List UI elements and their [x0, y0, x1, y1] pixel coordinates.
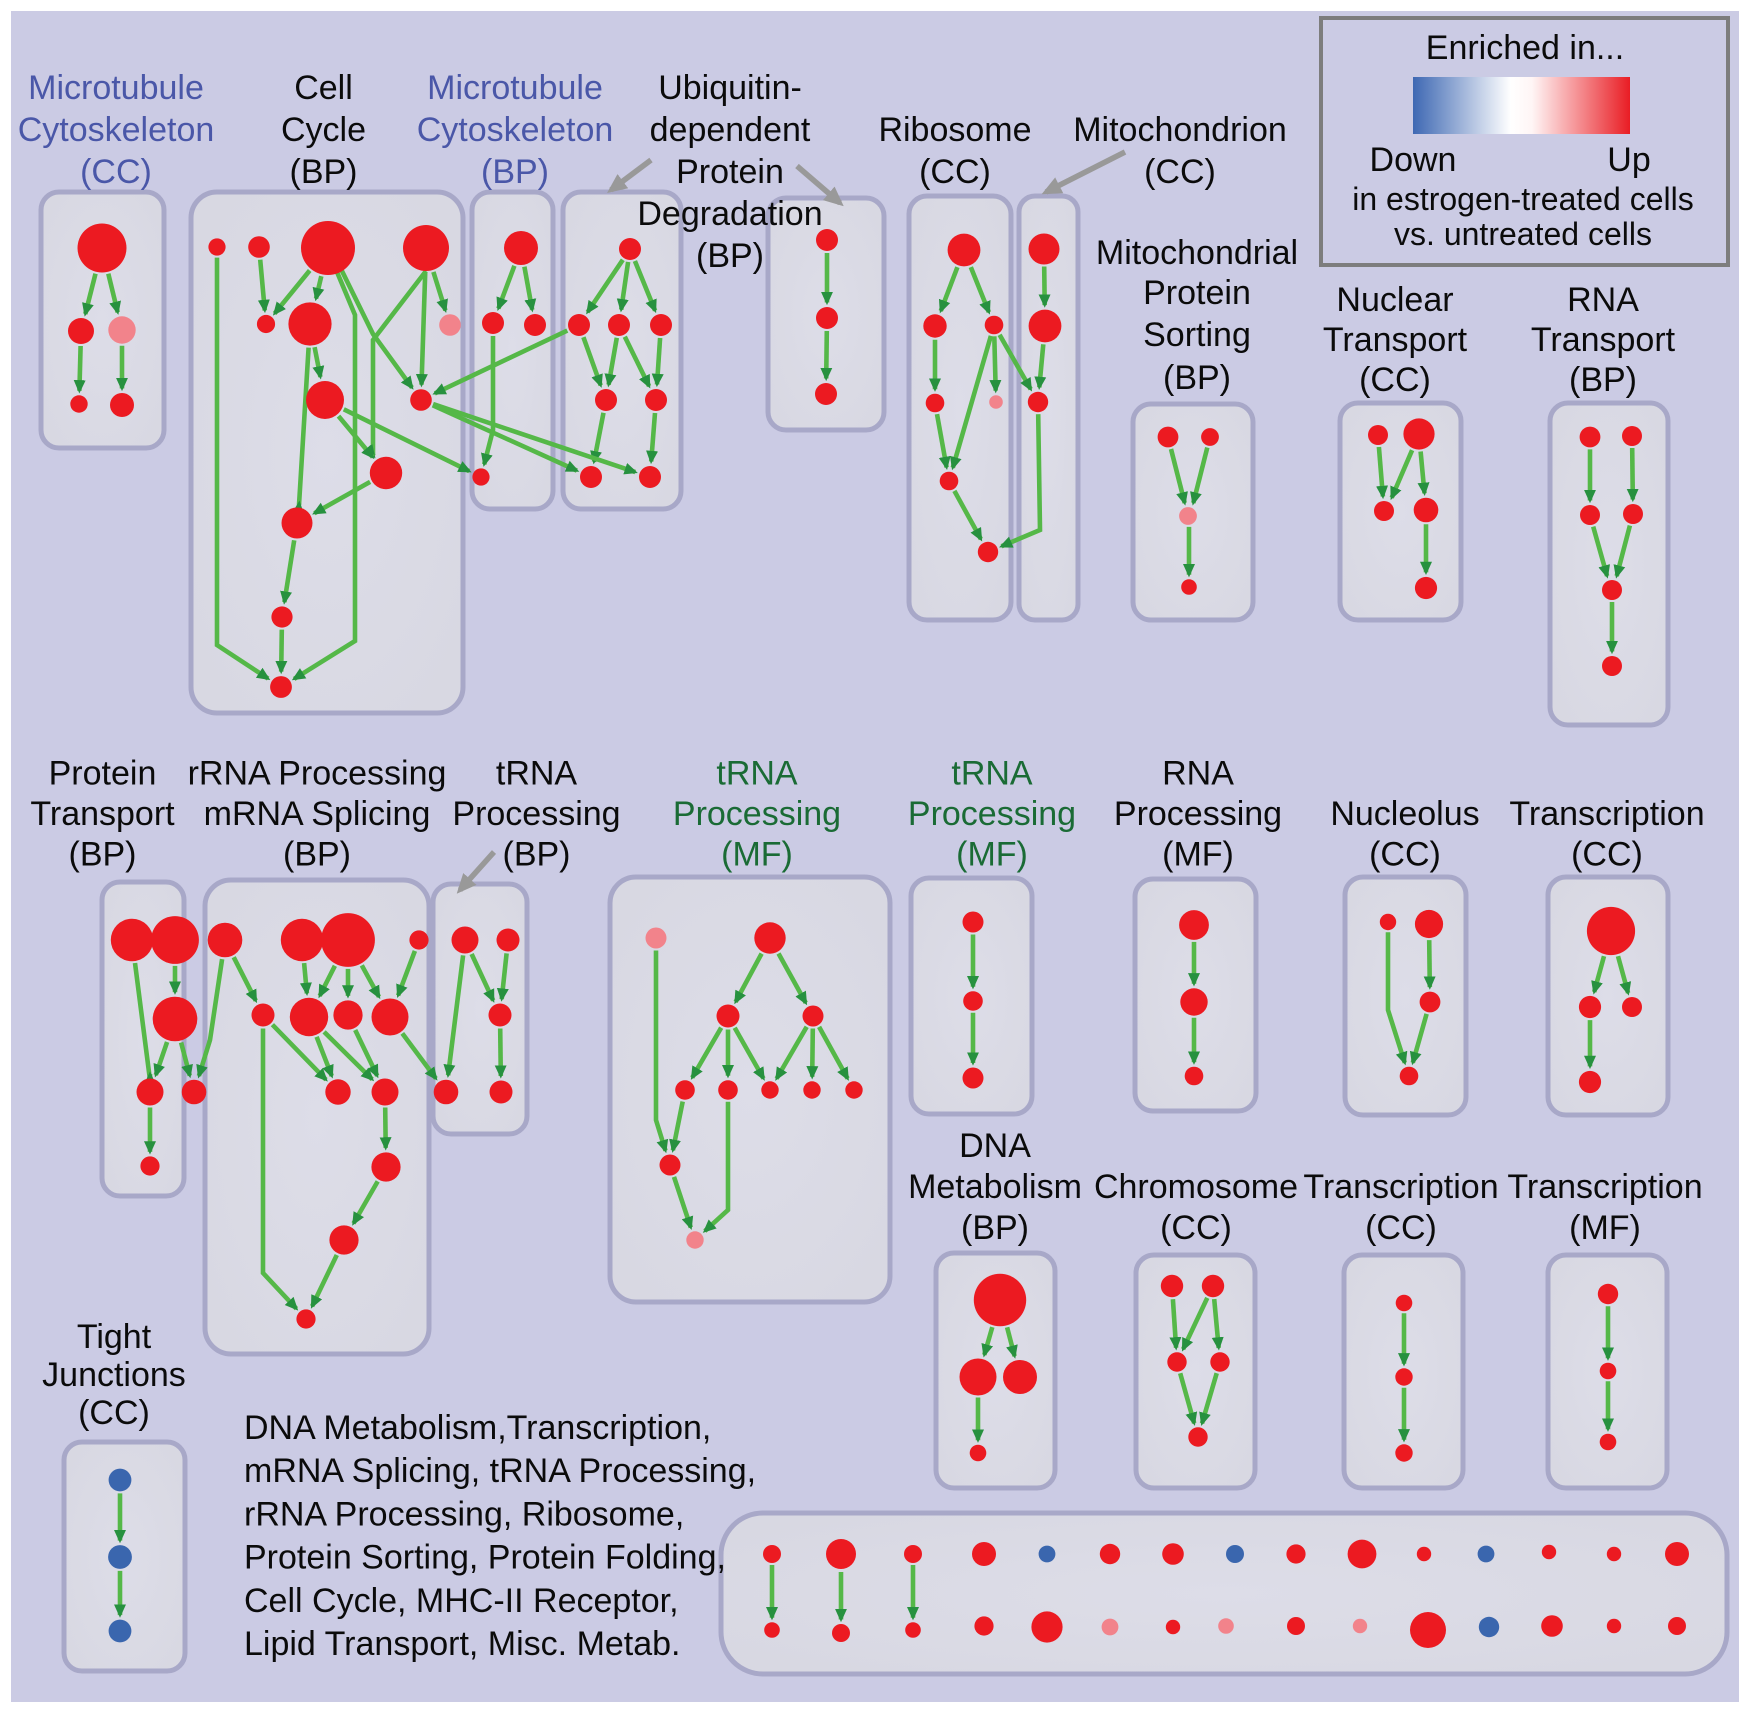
svg-text:Ribosome: Ribosome: [878, 111, 1031, 149]
svg-text:Cycle: Cycle: [281, 111, 366, 149]
svg-text:Transcription: Transcription: [1303, 1168, 1498, 1206]
svg-text:Processing: Processing: [908, 795, 1076, 833]
svg-text:(CC): (CC): [1365, 1209, 1437, 1247]
svg-text:RNA: RNA: [1567, 281, 1639, 319]
svg-text:in estrogen-treated cells: in estrogen-treated cells: [1352, 181, 1694, 217]
svg-text:(BP): (BP): [283, 836, 351, 874]
svg-text:(CC): (CC): [1144, 153, 1216, 191]
svg-text:(BP): (BP): [69, 836, 137, 874]
svg-text:(MF): (MF): [1162, 836, 1234, 874]
svg-text:Processing: Processing: [673, 795, 841, 833]
svg-text:(CC): (CC): [1160, 1209, 1232, 1247]
svg-text:(CC): (CC): [80, 153, 152, 191]
svg-text:Cell: Cell: [294, 69, 353, 107]
svg-text:DNA: DNA: [959, 1127, 1031, 1165]
svg-text:(BP): (BP): [696, 237, 764, 275]
svg-text:Protein: Protein: [1143, 274, 1251, 312]
svg-text:Microtubule: Microtubule: [427, 69, 603, 107]
svg-text:DNA Metabolism,Transcription,: DNA Metabolism,Transcription,: [244, 1409, 711, 1447]
svg-text:Cytoskeleton: Cytoskeleton: [18, 111, 215, 149]
svg-text:Processing: Processing: [1114, 795, 1282, 833]
svg-text:RNA: RNA: [1162, 755, 1234, 793]
svg-text:Lipid Transport, Misc. Metab.: Lipid Transport, Misc. Metab.: [244, 1625, 681, 1663]
svg-text:(BP): (BP): [503, 836, 571, 874]
svg-text:Processing: Processing: [452, 795, 620, 833]
svg-text:mRNA Splicing: mRNA Splicing: [204, 795, 431, 833]
svg-text:rRNA Processing: rRNA Processing: [188, 755, 447, 793]
svg-text:(CC): (CC): [1359, 361, 1431, 399]
svg-text:rRNA Processing, Ribosome,: rRNA Processing, Ribosome,: [244, 1495, 684, 1533]
svg-text:Chromosome: Chromosome: [1094, 1168, 1298, 1206]
svg-text:(BP): (BP): [961, 1209, 1029, 1247]
svg-text:Cytoskeleton: Cytoskeleton: [417, 111, 614, 149]
svg-text:(BP): (BP): [1569, 361, 1637, 399]
svg-text:(MF): (MF): [1569, 1209, 1641, 1247]
svg-text:Tight: Tight: [77, 1318, 152, 1356]
svg-text:Protein: Protein: [49, 755, 157, 793]
svg-text:Down: Down: [1370, 141, 1457, 179]
svg-text:Mitochondrial: Mitochondrial: [1096, 234, 1298, 272]
svg-text:Nuclear: Nuclear: [1336, 281, 1453, 319]
svg-text:mRNA Splicing, tRNA Processing: mRNA Splicing, tRNA Processing,: [244, 1452, 756, 1490]
svg-text:(CC): (CC): [1571, 836, 1643, 874]
svg-text:Transport: Transport: [1323, 321, 1468, 359]
svg-text:Metabolism: Metabolism: [908, 1168, 1082, 1206]
svg-text:tRNA: tRNA: [716, 755, 798, 793]
svg-text:Sorting: Sorting: [1143, 316, 1251, 354]
svg-text:Cell Cycle, MHC-II Receptor,: Cell Cycle, MHC-II Receptor,: [244, 1582, 679, 1620]
svg-text:Transport: Transport: [1531, 321, 1676, 359]
svg-text:tRNA: tRNA: [496, 755, 578, 793]
svg-text:(MF): (MF): [721, 836, 793, 874]
svg-text:dependent: dependent: [650, 111, 811, 149]
svg-text:Mitochondrion: Mitochondrion: [1073, 111, 1287, 149]
svg-text:Transport: Transport: [30, 795, 175, 833]
svg-text:Degradation: Degradation: [637, 195, 822, 233]
svg-text:Protein Sorting, Protein Foldi: Protein Sorting, Protein Folding,: [244, 1539, 726, 1577]
svg-text:Enriched in...: Enriched in...: [1426, 29, 1624, 67]
svg-text:Microtubule: Microtubule: [28, 69, 204, 107]
svg-text:Up: Up: [1607, 141, 1650, 179]
svg-text:Transcription: Transcription: [1509, 795, 1704, 833]
svg-text:Junctions: Junctions: [42, 1356, 186, 1394]
svg-text:(BP): (BP): [1163, 359, 1231, 397]
svg-text:(BP): (BP): [290, 153, 358, 191]
svg-text:vs. untreated cells: vs. untreated cells: [1394, 216, 1652, 252]
svg-text:Ubiquitin-: Ubiquitin-: [658, 69, 802, 107]
svg-text:Nucleolus: Nucleolus: [1330, 795, 1479, 833]
svg-text:(CC): (CC): [919, 153, 991, 191]
svg-text:(CC): (CC): [1369, 836, 1441, 874]
svg-text:(CC): (CC): [78, 1394, 150, 1432]
svg-text:Protein: Protein: [676, 153, 784, 191]
svg-text:(MF): (MF): [956, 836, 1028, 874]
svg-text:tRNA: tRNA: [951, 755, 1033, 793]
svg-text:Transcription: Transcription: [1507, 1168, 1702, 1206]
svg-text:(BP): (BP): [481, 153, 549, 191]
